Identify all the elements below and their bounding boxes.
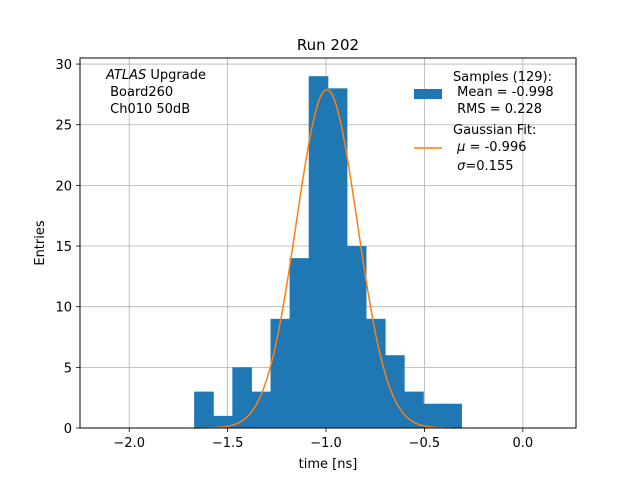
sigma-symbol: σ bbox=[457, 159, 466, 174]
histogram-bar bbox=[289, 258, 310, 428]
histogram-bar bbox=[346, 246, 367, 428]
histogram-bar bbox=[194, 391, 214, 428]
histogram-bar bbox=[251, 391, 272, 428]
legend-samples-line-1: Samples (129): bbox=[453, 70, 552, 85]
histogram-bar bbox=[442, 403, 462, 428]
x-tick-label: −2.0 bbox=[113, 436, 145, 451]
annotation-upgrade: Upgrade bbox=[146, 68, 206, 83]
x-tick-label: 0.0 bbox=[513, 436, 534, 451]
x-tick-label: −1.5 bbox=[212, 436, 244, 451]
histogram-bar bbox=[232, 367, 252, 428]
x-axis-ticks: −2.0 −1.5 −1.0 −0.5 0.0 bbox=[113, 428, 533, 451]
y-axis-ticks: 0 5 10 15 20 25 30 bbox=[55, 58, 80, 437]
legend: Samples (129): Mean = -0.998 RMS = 0.228… bbox=[414, 70, 554, 174]
legend-samples-swatch bbox=[414, 89, 442, 99]
x-tick-label: −0.5 bbox=[409, 436, 441, 451]
chart-title: Run 202 bbox=[297, 36, 359, 54]
gaussian-fit-curve bbox=[194, 88, 456, 429]
y-tick-label: 0 bbox=[64, 422, 72, 437]
y-tick-label: 25 bbox=[55, 119, 72, 134]
histogram-bar bbox=[385, 355, 405, 428]
histogram-bar bbox=[327, 88, 348, 428]
histogram-bar bbox=[308, 76, 329, 429]
mu-symbol: μ bbox=[456, 140, 465, 155]
legend-samples-line-3: RMS = 0.228 bbox=[453, 102, 542, 117]
histogram-bar bbox=[423, 403, 443, 428]
histogram-bars bbox=[194, 76, 462, 429]
annotation-line-1: ATLAS Upgrade bbox=[105, 68, 206, 83]
annotation-line-3: Ch010 50dB bbox=[106, 102, 190, 117]
y-tick-label: 10 bbox=[55, 301, 72, 316]
histogram-bar bbox=[213, 415, 233, 428]
y-tick-label: 20 bbox=[55, 179, 72, 194]
histogram-bar bbox=[270, 318, 291, 428]
legend-fit-mu: μ = -0.996 bbox=[453, 140, 527, 155]
plot-frame bbox=[79, 57, 577, 429]
y-tick-label: 30 bbox=[55, 58, 72, 73]
y-tick-label: 15 bbox=[55, 240, 72, 255]
atlas-annotation: ATLAS Upgrade Board260 Ch010 50dB bbox=[105, 68, 206, 117]
x-axis-label: time [ns] bbox=[299, 457, 358, 472]
legend-fit-line-1: Gaussian Fit: bbox=[453, 123, 536, 138]
y-tick-label: 5 bbox=[64, 361, 72, 376]
y-axis-label: Entries bbox=[33, 220, 48, 266]
annotation-line-2: Board260 bbox=[106, 85, 173, 100]
legend-samples-line-2: Mean = -0.998 bbox=[453, 85, 554, 100]
legend-fit-sigma: σ=0.155 bbox=[453, 159, 514, 174]
annotation-atlas: ATLAS bbox=[105, 68, 146, 83]
histogram-bar bbox=[365, 318, 386, 428]
x-tick-label: −1.0 bbox=[310, 436, 342, 451]
